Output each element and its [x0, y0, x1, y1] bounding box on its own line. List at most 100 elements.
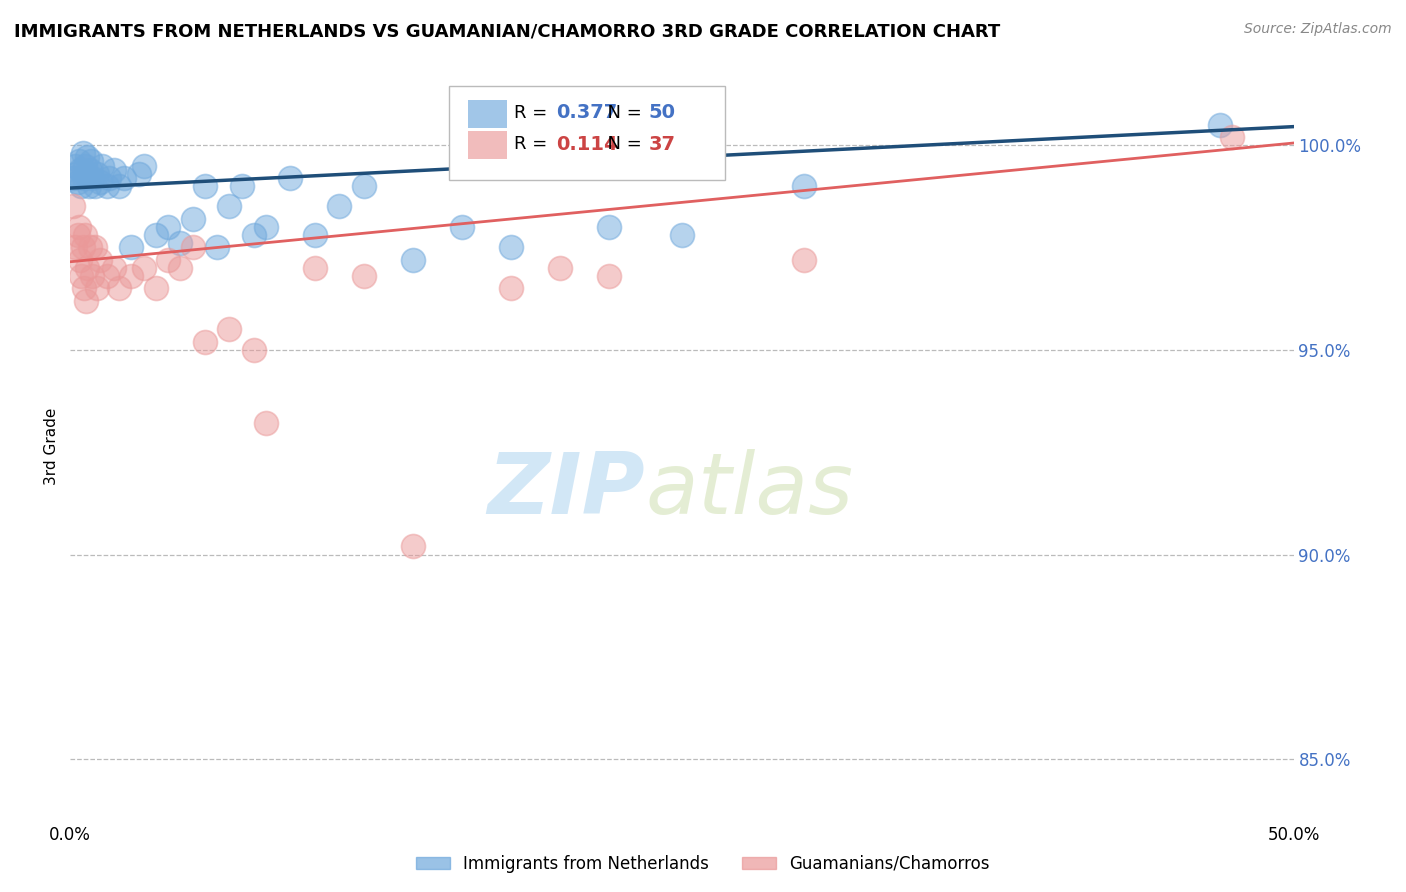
Legend: Immigrants from Netherlands, Guamanians/Chamorros: Immigrants from Netherlands, Guamanians/… [409, 848, 997, 880]
Point [450, 219, 472, 234]
Point [66, 175, 89, 189]
Point [181, 240, 204, 254]
Point [62, 170, 84, 185]
Point [65, 167, 87, 181]
Point [169, 236, 191, 251]
Point [66, 228, 89, 243]
Point [157, 219, 180, 234]
Point [67, 154, 90, 169]
Point [73, 159, 96, 173]
Point [254, 219, 277, 234]
Point [157, 252, 180, 267]
Point [218, 199, 240, 213]
Point [73, 170, 96, 185]
Point [76, 260, 98, 275]
Point [132, 260, 155, 275]
Text: 0.114: 0.114 [555, 135, 617, 153]
Point [108, 179, 131, 194]
Text: N =: N = [596, 103, 648, 121]
Point [793, 179, 815, 194]
Point [72, 240, 94, 254]
Point [75, 293, 97, 308]
Point [1209, 118, 1232, 132]
Point [548, 159, 571, 173]
Point [243, 228, 266, 243]
Point [69, 162, 91, 177]
Point [96, 269, 118, 284]
Point [91, 159, 114, 173]
Text: R =: R = [515, 135, 560, 153]
Point [76, 150, 98, 164]
Point [67, 219, 90, 234]
Text: atlas: atlas [645, 450, 853, 533]
Point [353, 269, 375, 284]
Point [793, 252, 815, 267]
Point [218, 322, 240, 336]
Point [73, 228, 96, 243]
Point [75, 167, 97, 181]
Point [280, 170, 302, 185]
Point [79, 240, 101, 254]
Point [82, 269, 104, 284]
Text: R =: R = [515, 103, 554, 121]
Point [194, 179, 217, 194]
Point [181, 211, 204, 226]
Point [83, 179, 105, 194]
Point [89, 252, 111, 267]
Point [499, 240, 522, 254]
Text: 37: 37 [650, 135, 676, 153]
Point [77, 179, 100, 194]
Point [499, 281, 522, 295]
Text: ZIP: ZIP [488, 450, 645, 533]
Point [671, 228, 693, 243]
Point [83, 240, 105, 254]
Point [121, 240, 143, 254]
Point [73, 281, 96, 295]
Point [69, 252, 91, 267]
Point [402, 539, 425, 553]
Point [96, 179, 118, 194]
Text: N =: N = [596, 135, 648, 153]
Point [243, 343, 266, 357]
Point [98, 170, 121, 185]
Point [63, 159, 86, 173]
Point [103, 260, 125, 275]
Point [328, 199, 350, 213]
Point [205, 240, 228, 254]
Point [145, 281, 167, 295]
Point [304, 228, 326, 243]
Point [80, 154, 103, 169]
Point [86, 167, 108, 181]
Point [72, 146, 94, 161]
Text: 0.377: 0.377 [555, 103, 617, 122]
Text: IMMIGRANTS FROM NETHERLANDS VS GUAMANIAN/CHAMORRO 3RD GRADE CORRELATION CHART: IMMIGRANTS FROM NETHERLANDS VS GUAMANIAN… [14, 22, 1000, 40]
Point [62, 199, 84, 213]
Point [304, 260, 326, 275]
Point [63, 240, 86, 254]
Point [70, 269, 93, 284]
Point [353, 179, 375, 194]
Point [89, 175, 111, 189]
FancyBboxPatch shape [468, 100, 508, 128]
Text: 50: 50 [650, 103, 676, 122]
Point [70, 179, 93, 194]
Point [86, 281, 108, 295]
FancyBboxPatch shape [468, 131, 508, 159]
Point [598, 219, 620, 234]
Point [402, 252, 425, 267]
Point [108, 281, 131, 295]
Point [112, 170, 135, 185]
Point [1220, 129, 1243, 144]
Point [121, 269, 143, 284]
Y-axis label: 3rd Grade: 3rd Grade [44, 408, 59, 484]
Point [598, 269, 620, 284]
Point [132, 159, 155, 173]
Point [169, 260, 191, 275]
FancyBboxPatch shape [450, 87, 724, 180]
Point [548, 260, 571, 275]
Point [103, 162, 125, 177]
Point [231, 179, 253, 194]
Text: Source: ZipAtlas.com: Source: ZipAtlas.com [1244, 22, 1392, 37]
Point [194, 334, 217, 349]
Point [254, 417, 277, 431]
